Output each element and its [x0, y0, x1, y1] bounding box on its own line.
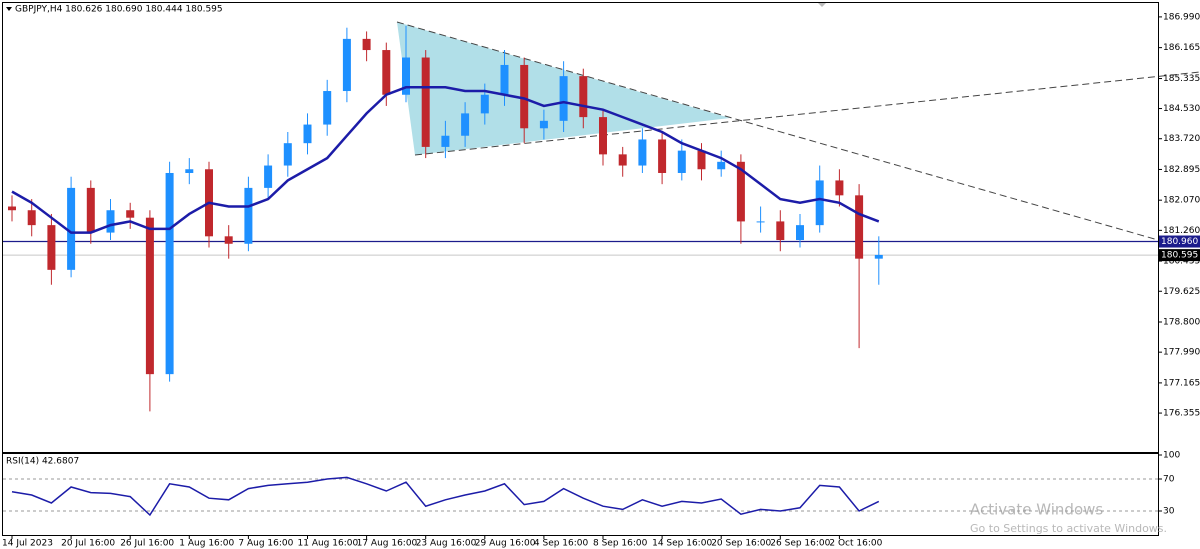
- rsi-header: RSI(14) 42.6807: [6, 457, 79, 467]
- watermark-title: Activate Windows: [970, 501, 1103, 519]
- watermark-subtitle: Go to Settings to activate Windows.: [970, 522, 1167, 535]
- candle-body: [559, 76, 568, 121]
- candle-body: [796, 225, 804, 241]
- candle-body: [303, 124, 312, 144]
- y-tick-label: 186.990: [1163, 12, 1200, 22]
- x-tick-label: 14 Jul 2023: [2, 539, 53, 549]
- hline-label-box: [1159, 235, 1200, 248]
- x-tick-label: 8 Sep 16:00: [593, 539, 648, 549]
- candle-body: [480, 94, 489, 114]
- candle-body: [283, 143, 292, 166]
- x-tick-label: 20 Jul 16:00: [61, 539, 115, 549]
- menu-arrow: [6, 7, 12, 11]
- candle-body: [145, 217, 154, 375]
- symbol-header: GBPJPY,H4 180.626 180.690 180.444 180.59…: [15, 5, 223, 15]
- x-tick-label: 26 Sep 16:00: [770, 539, 830, 549]
- y-tick-label: 179.625: [1163, 287, 1200, 297]
- x-tick-label: 1 Aug 16:00: [179, 539, 234, 549]
- x-tick-label: 11 Aug 16:00: [298, 539, 359, 549]
- x-tick-label: 29 Aug 16:00: [475, 539, 536, 549]
- x-tick-label: 20 Sep 16:00: [711, 539, 771, 549]
- y-tick-label: 183.720: [1163, 134, 1200, 144]
- x-tick-label: 2 Oct 16:00: [829, 539, 882, 549]
- x-tick-label: 14 Sep 16:00: [652, 539, 712, 549]
- shift-marker: [818, 3, 826, 7]
- candle-body: [520, 64, 529, 129]
- candle-body: [47, 225, 56, 270]
- candle-body: [677, 150, 686, 173]
- candle-body: [599, 117, 607, 155]
- candle-body: [342, 38, 351, 92]
- rsi-line: [11, 476, 880, 517]
- y-tick-label: 182.070: [1163, 196, 1200, 206]
- candle-body: [244, 187, 253, 244]
- candle-body: [185, 169, 194, 173]
- candle-body: [835, 180, 844, 196]
- candle-body: [165, 172, 174, 375]
- bid-label-box: [1159, 249, 1200, 262]
- rsi-panel: [2, 453, 1159, 536]
- hline-label: 180.960: [1161, 237, 1198, 247]
- candle-body: [618, 154, 627, 166]
- candle-body: [264, 165, 273, 188]
- candle-body: [815, 180, 824, 226]
- candle-body: [402, 57, 410, 95]
- candle-body: [8, 206, 16, 211]
- candle-body: [874, 254, 883, 259]
- y-tick-label: 184.530: [1163, 104, 1200, 114]
- candle-body: [86, 187, 95, 233]
- candle-body: [382, 50, 391, 95]
- y-tick-label: 30: [1163, 507, 1175, 517]
- candle-body: [421, 57, 430, 147]
- candle-body: [776, 221, 785, 241]
- candle-body: [362, 38, 371, 51]
- x-tick-label: 4 Sep 16:00: [534, 539, 589, 549]
- candle-body: [126, 210, 135, 218]
- candle-body: [500, 64, 509, 95]
- y-tick-label: 186.165: [1163, 43, 1200, 53]
- candle-body: [697, 150, 706, 170]
- x-tick-label: 23 Aug 16:00: [416, 539, 477, 549]
- y-tick-label: 180.435: [1163, 257, 1200, 267]
- candle-body: [27, 210, 36, 226]
- y-tick-label: 185.335: [1163, 74, 1200, 84]
- y-tick-label: 70: [1163, 475, 1175, 485]
- price-panel: [2, 2, 1159, 453]
- candle-body: [717, 161, 726, 170]
- candle-body: [579, 76, 588, 118]
- candle-body: [736, 161, 745, 222]
- y-tick-label: 181.260: [1163, 226, 1200, 236]
- x-tick-label: 17 Aug 16:00: [357, 539, 418, 549]
- y-tick-label: 178.800: [1163, 317, 1200, 327]
- candle-body: [67, 187, 76, 270]
- candle-body: [638, 139, 647, 166]
- y-tick-label: 176.355: [1163, 409, 1200, 419]
- y-tick-label: 177.165: [1163, 378, 1200, 388]
- moving-average: [11, 86, 880, 234]
- candle-body: [224, 236, 233, 244]
- x-tick-label: 7 Aug 16:00: [238, 539, 293, 549]
- y-tick-label: 100: [1163, 451, 1180, 461]
- candle-body: [658, 139, 667, 173]
- candle-body: [855, 195, 864, 259]
- candle-body: [441, 135, 450, 147]
- bid-label: 180.595: [1161, 251, 1198, 261]
- candle-body: [756, 221, 765, 223]
- candle-body: [539, 120, 548, 129]
- candle-body: [461, 113, 470, 136]
- candle-body: [106, 210, 115, 233]
- y-tick-label: 177.990: [1163, 348, 1200, 358]
- x-tick-label: 26 Jul 16:00: [120, 539, 174, 549]
- y-tick-label: 182.895: [1163, 165, 1200, 175]
- candle-body: [323, 91, 332, 125]
